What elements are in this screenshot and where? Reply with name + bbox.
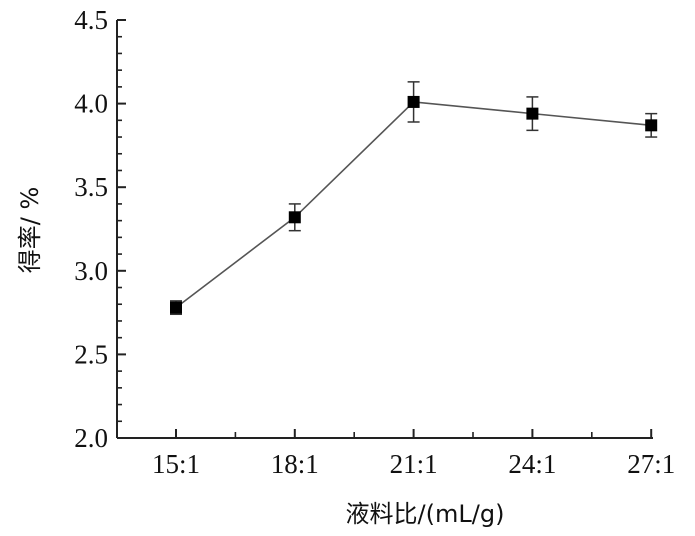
data-point: [645, 119, 658, 132]
series-line-path: [175, 101, 652, 309]
x-tick-label: 27:1: [627, 449, 675, 479]
y-tick-label: 2.0: [74, 423, 108, 453]
x-tick-label: 15:1: [152, 449, 200, 479]
data-point: [526, 107, 539, 120]
data-point: [407, 95, 420, 108]
data-markers: [170, 81, 658, 316]
x-tick-label: 24:1: [508, 449, 556, 479]
series-line: [175, 101, 652, 309]
data-point: [170, 301, 182, 314]
y-tick-label: 4.5: [74, 5, 108, 35]
data-point: [288, 211, 301, 224]
y-tick-label: 3.5: [74, 172, 108, 202]
axis-ticks: 2.0 2.5 3.0 3.5 4.0 4.5 15:1 18:1 21:1 24:1 27:1: [74, 5, 675, 479]
y-tick-label: 2.5: [74, 339, 108, 369]
x-axis-label: 液料比/(mL/g): [346, 500, 505, 528]
y-tick-label: 4.0: [74, 89, 108, 119]
y-axis-label: 得率/ %: [16, 187, 44, 274]
x-tick-label: 21:1: [390, 449, 438, 479]
x-tick-label: 18:1: [271, 449, 319, 479]
y-tick-label: 3.0: [74, 256, 108, 286]
axes: [116, 20, 653, 439]
